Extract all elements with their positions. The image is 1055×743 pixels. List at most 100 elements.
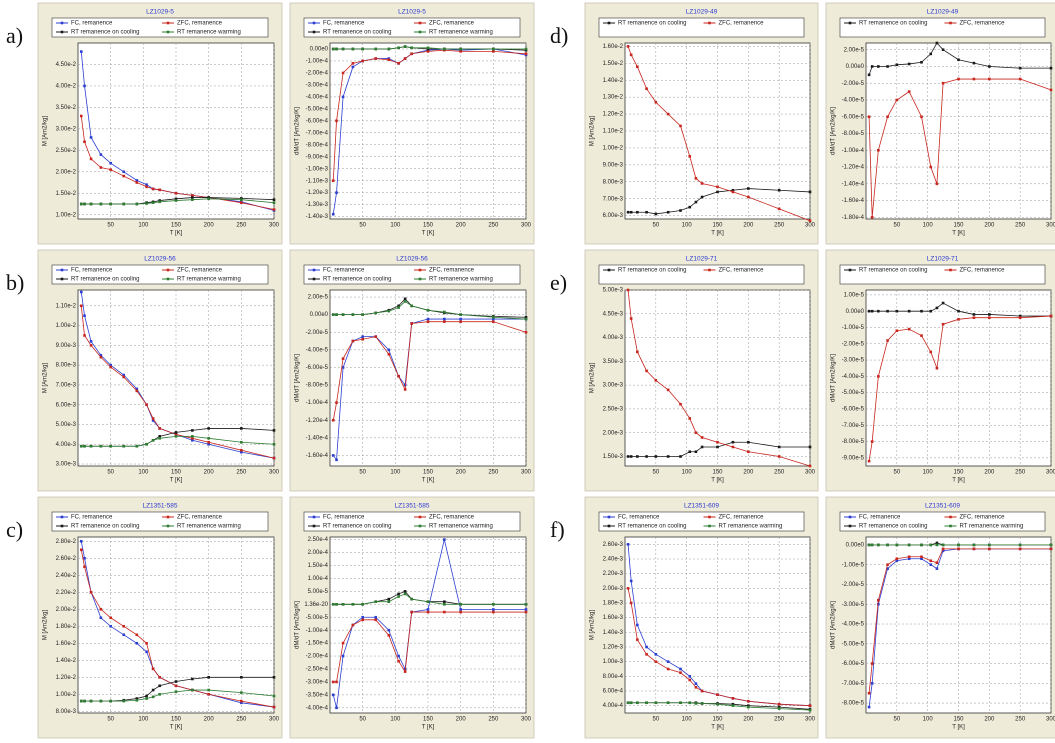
- data-point: [907, 543, 911, 547]
- y-tick-label: -1.40e-4: [842, 181, 865, 187]
- y-tick-label: -5.00e-5: [842, 390, 865, 396]
- data-point: [645, 701, 648, 705]
- data-point: [374, 600, 378, 604]
- y-tick-label: 2.00e-2: [56, 169, 77, 175]
- y-tick-label: -8.00e-5: [842, 439, 865, 445]
- data-point: [426, 608, 430, 611]
- data-point: [886, 115, 889, 119]
- data-point: [867, 705, 871, 709]
- x-tick-label: 100: [923, 470, 934, 476]
- legend-marker: [418, 268, 422, 272]
- y-tick-label: 2.00e-5: [308, 295, 329, 301]
- data-point: [351, 62, 355, 65]
- legend-marker: [848, 268, 852, 272]
- y-tick-label: -2.00e-5: [842, 341, 865, 347]
- y-tick-label: 1.20e-3: [603, 645, 624, 651]
- y-axis-label: M [Am2/kg]: [590, 115, 596, 146]
- data-point: [867, 691, 871, 695]
- data-point: [89, 699, 93, 703]
- data-point: [524, 602, 528, 606]
- data-point: [870, 662, 874, 665]
- y-tick-label: -6.00e-5: [842, 407, 865, 413]
- data-point: [135, 202, 139, 206]
- data-point: [272, 198, 276, 201]
- plot-content: [331, 538, 528, 710]
- data-point: [666, 112, 670, 116]
- data-point: [191, 435, 194, 438]
- legend-label: ZFC, remanence: [429, 515, 475, 521]
- data-point: [870, 440, 874, 443]
- data-point: [679, 124, 682, 128]
- data-point: [688, 701, 692, 705]
- data-point: [636, 65, 639, 68]
- x-tick-label: 150: [171, 717, 182, 723]
- data-point: [341, 602, 345, 606]
- data-point: [361, 313, 364, 316]
- data-point: [403, 45, 407, 48]
- data-point: [654, 701, 658, 705]
- data-point: [426, 600, 430, 604]
- data-point: [89, 590, 93, 594]
- data-point: [731, 190, 735, 194]
- x-axis-label: T [K]: [422, 725, 435, 731]
- y-tick-label: -4.00e-5: [842, 98, 865, 104]
- legend-box: [598, 17, 805, 38]
- data-point: [694, 450, 698, 454]
- data-point: [1018, 316, 1022, 320]
- data-point: [870, 216, 874, 219]
- data-point: [645, 87, 648, 90]
- x-tick-label: 100: [923, 717, 934, 723]
- data-point: [122, 170, 126, 174]
- legend-marker: [848, 524, 852, 528]
- data-point: [895, 98, 899, 102]
- data-point: [459, 602, 462, 606]
- data-point: [895, 329, 899, 333]
- data-point: [1018, 66, 1022, 70]
- data-point: [341, 654, 345, 658]
- data-point: [99, 607, 103, 611]
- y-axis-label: dM/dT [Am2/kg/K]: [295, 601, 301, 649]
- data-point: [89, 202, 93, 206]
- data-point: [272, 442, 276, 446]
- data-point: [387, 352, 391, 356]
- data-point: [777, 705, 781, 709]
- data-point: [403, 388, 407, 391]
- data-point: [135, 389, 139, 393]
- data-point: [158, 200, 161, 204]
- data-point: [207, 197, 210, 201]
- data-point: [135, 181, 139, 184]
- data-point: [341, 366, 345, 369]
- x-tick-label: 250: [774, 470, 785, 476]
- legend-box: [839, 264, 1046, 285]
- data-point: [122, 633, 126, 637]
- data-point: [83, 556, 86, 560]
- data-point: [747, 450, 750, 454]
- data-point: [109, 202, 112, 206]
- data-point: [688, 450, 692, 454]
- data-point: [492, 315, 495, 319]
- data-point: [929, 543, 933, 547]
- x-tick-label: 250: [1015, 717, 1026, 723]
- legend-label: RT remanence warming: [177, 277, 241, 283]
- y-tick-label: 2.50e-4: [308, 537, 329, 543]
- y-tick-label: 8.00e-3: [56, 709, 77, 715]
- data-point: [920, 60, 923, 64]
- x-tick-label: 100: [390, 717, 401, 723]
- data-point: [410, 304, 413, 308]
- y-tick-label: 1.00e-2: [56, 323, 77, 329]
- data-point: [666, 701, 670, 705]
- y-tick-label: 5.00e-3: [603, 288, 624, 294]
- legend-label: RT remanence on cooling: [618, 21, 687, 27]
- data-point: [654, 100, 658, 104]
- x-tick-label: 250: [488, 223, 499, 229]
- x-tick-label: 50: [893, 470, 900, 476]
- data-point: [629, 455, 633, 458]
- data-point: [99, 153, 103, 156]
- legend-label: ZFC, remanence: [960, 268, 1006, 274]
- data-point: [335, 313, 338, 316]
- data-point: [83, 314, 86, 318]
- data-point: [109, 699, 112, 703]
- y-tick-label: -8.00e-5: [842, 701, 865, 707]
- y-tick-label: 1.10e-2: [603, 129, 624, 135]
- x-tick-label: 100: [682, 223, 693, 229]
